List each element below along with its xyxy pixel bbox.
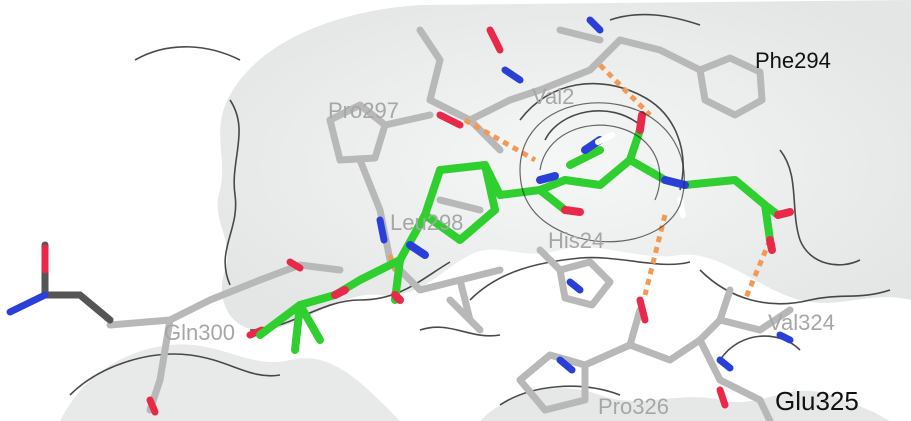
label-leu298: Leu298 bbox=[390, 210, 463, 235]
side-fragment bbox=[6, 241, 114, 324]
label-val324: Val324 bbox=[768, 310, 835, 335]
label-phe294: Phe294 bbox=[755, 48, 831, 73]
label-pro326: Pro326 bbox=[598, 394, 669, 419]
label-val: Val2 bbox=[532, 84, 574, 109]
protein-residues bbox=[106, 16, 794, 421]
label-pro297: Pro297 bbox=[328, 98, 399, 123]
residue-labels: Phe294 Val2 Pro297 Leu298 His24 Gln300 V… bbox=[164, 48, 859, 419]
label-his: His24 bbox=[548, 228, 604, 253]
binding-pocket-contour bbox=[519, 102, 685, 243]
label-gln300: Gln300 bbox=[164, 320, 235, 345]
label-glu325: Glu325 bbox=[775, 386, 859, 416]
ligand bbox=[256, 111, 794, 354]
